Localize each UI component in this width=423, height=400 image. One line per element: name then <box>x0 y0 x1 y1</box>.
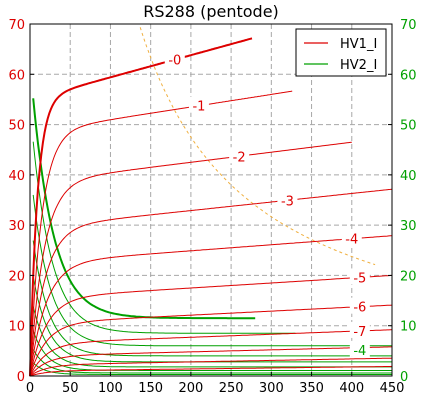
hv2-series-line <box>32 98 256 320</box>
hv2-series-line <box>32 349 392 374</box>
hv2-series-line <box>32 362 392 375</box>
y2-tick-label: 70 <box>400 18 417 33</box>
y-tick-label: 50 <box>8 119 25 134</box>
hv1-series-line <box>29 365 393 377</box>
hv1-series-line <box>29 37 253 377</box>
legend-label-hv2: HV2_I <box>340 58 377 73</box>
x-tick-label: 0 <box>26 381 34 396</box>
power-limit-layer <box>139 27 376 266</box>
curve-label-bg <box>229 147 250 164</box>
y2-tick-label: 20 <box>400 269 417 284</box>
curve-label-bg <box>349 340 370 357</box>
hv1-series-line <box>29 235 393 377</box>
curve-label: -3 <box>281 194 294 209</box>
curve-label: -4 <box>353 344 366 359</box>
x-tick-label: 350 <box>299 381 324 396</box>
curve-label-bg <box>341 229 362 246</box>
curve-label: -5 <box>353 271 366 286</box>
curve-label: -2 <box>233 150 246 165</box>
hv1-series-line <box>29 304 393 377</box>
curve-label: -6 <box>353 301 366 316</box>
x-tick-label: 50 <box>62 381 79 396</box>
plot-frame <box>29 23 393 377</box>
y2-tick-label: 0 <box>400 370 408 385</box>
y-tick-label: 30 <box>8 219 25 234</box>
curve-label-bg <box>164 50 185 67</box>
legend-box <box>295 28 387 77</box>
y-tick-label: 10 <box>8 320 25 335</box>
y2-tick-label: 30 <box>400 219 417 234</box>
y-tick-label: 70 <box>8 18 25 33</box>
y-axis-left: 0 10 20 30 40 50 60 70 <box>8 18 34 385</box>
hv2-series-line <box>32 240 392 357</box>
hv1-series-line <box>29 90 293 377</box>
hv2-series-line <box>32 141 296 334</box>
y2-tick-label: 60 <box>400 68 417 83</box>
curve-label-bg <box>349 321 370 338</box>
x-tick-label: 400 <box>339 381 364 396</box>
x-axis: 0 50 100 150 200 250 300 350 400 450 <box>26 372 405 396</box>
y2-tick-label: 10 <box>400 320 417 335</box>
curve-labels-layer: -0 -1 -2 -3 -4 -5 -6 -7 -4 <box>164 50 370 359</box>
hv1-series-line <box>29 329 393 377</box>
curve-label: -7 <box>353 325 366 340</box>
curve-label-bg <box>188 96 209 113</box>
hv1-series-line <box>29 141 352 377</box>
curve-label-bg <box>277 191 298 208</box>
x-tick-label: 300 <box>259 381 284 396</box>
hv1-series-line <box>29 346 393 377</box>
grid-lines <box>30 24 392 376</box>
chart-title: RS288 (pentode) <box>143 2 279 21</box>
y2-tick-label: 40 <box>400 169 417 184</box>
hv2-series-line <box>32 276 392 363</box>
x-tick-label: 150 <box>138 381 163 396</box>
power-limit-curve <box>139 27 376 266</box>
x-tick-label: 100 <box>98 381 123 396</box>
y-tick-label: 40 <box>8 169 25 184</box>
hv1-series-line <box>29 357 393 377</box>
curve-label: -0 <box>168 54 181 69</box>
legend-label-hv1: HV1_I <box>340 37 377 52</box>
y-axis-right: 0 10 20 30 40 50 60 70 <box>388 18 417 385</box>
x-tick-label: 200 <box>178 381 203 396</box>
curve-label: -1 <box>192 100 205 115</box>
y-tick-label: 0 <box>17 370 25 385</box>
hv1-series-line <box>29 188 393 377</box>
y2-tick-label: 50 <box>400 119 417 134</box>
hv1-series-line <box>29 274 393 377</box>
x-tick-label: 450 <box>380 381 405 396</box>
curve-label: -4 <box>345 233 358 248</box>
hv1-series-layer <box>29 37 393 377</box>
x-tick-label: 250 <box>219 381 244 396</box>
y-tick-label: 60 <box>8 68 25 83</box>
legend: HV1_I HV2_I <box>295 28 387 77</box>
hv2-series-layer <box>32 98 392 375</box>
curve-label-bg <box>349 268 370 285</box>
curve-label-bg <box>349 297 370 314</box>
y-tick-label: 20 <box>8 269 25 284</box>
hv2-series-line <box>32 194 392 347</box>
